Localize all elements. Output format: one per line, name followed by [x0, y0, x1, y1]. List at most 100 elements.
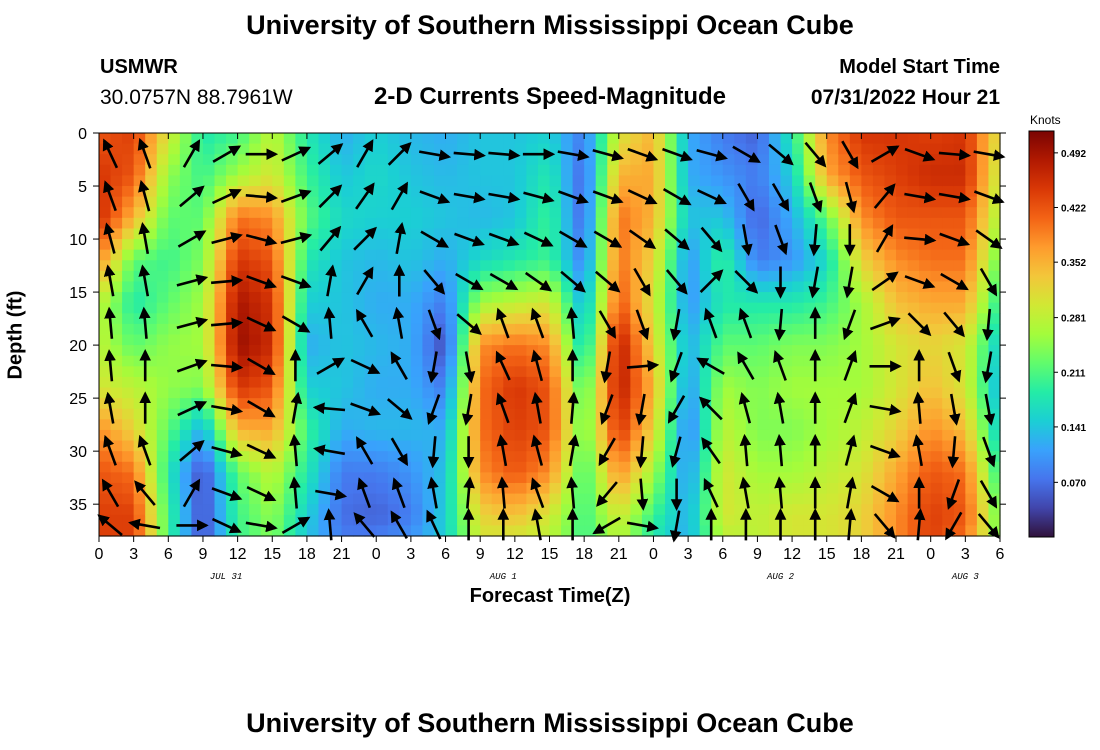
heat-cell	[110, 482, 123, 495]
heat-cell	[318, 472, 331, 484]
heat-cell	[699, 164, 712, 177]
current-vector	[669, 436, 682, 468]
heat-cell	[122, 217, 135, 230]
heat-cell	[792, 429, 805, 442]
heat-cell	[584, 482, 597, 495]
heat-cell	[537, 175, 551, 187]
heat-cell	[537, 493, 551, 505]
heat-cell	[272, 186, 285, 198]
heat-cell	[364, 345, 377, 357]
heat-cell	[618, 345, 631, 357]
heat-cell	[480, 292, 493, 304]
heat-cell	[514, 493, 527, 505]
heat-cell	[676, 186, 689, 198]
heat-cell	[838, 345, 851, 357]
heat-cell	[930, 440, 943, 452]
heat-cell	[757, 398, 770, 410]
heat-cell	[295, 196, 308, 208]
heat-cell	[410, 228, 424, 240]
heat-cell	[584, 355, 597, 367]
heat-cell	[618, 228, 631, 240]
heat-cell	[110, 493, 123, 505]
heat-cell	[306, 154, 320, 166]
heat-cell	[99, 292, 112, 304]
heat-cell	[872, 228, 886, 240]
current-vector	[427, 351, 439, 384]
heat-cell	[156, 482, 169, 495]
heat-cell	[976, 302, 990, 314]
heat-cell	[376, 398, 389, 410]
heat-cell	[653, 249, 666, 261]
heat-cell	[237, 419, 250, 431]
heat-cell	[792, 313, 805, 325]
heat-cell	[364, 355, 377, 367]
heat-cell	[226, 260, 239, 272]
heat-cell	[630, 429, 643, 442]
heat-cell	[815, 366, 828, 378]
heat-cell	[341, 186, 354, 198]
heat-cell	[283, 186, 296, 198]
heat-cell	[745, 493, 759, 505]
heat-cell	[838, 419, 851, 431]
heat-cell	[283, 493, 296, 505]
heat-cell	[942, 281, 955, 293]
heat-cell	[630, 207, 643, 219]
heat-cell	[480, 461, 493, 473]
heat-cell	[584, 323, 597, 336]
heat-cell	[537, 323, 551, 336]
heat-cell	[630, 504, 643, 516]
heat-cell	[179, 504, 193, 516]
heat-cell	[514, 292, 527, 304]
heat-cell	[722, 451, 735, 463]
heat-cell	[826, 196, 839, 208]
heat-cell	[110, 504, 123, 516]
heat-cell	[330, 429, 343, 442]
heat-cell	[584, 302, 597, 314]
heat-cell	[272, 504, 285, 516]
current-vector	[808, 182, 823, 213]
heat-cell	[896, 133, 909, 145]
heat-cell	[468, 419, 481, 431]
heat-cell	[607, 525, 620, 537]
heat-cell	[156, 281, 169, 293]
heat-cell	[295, 493, 308, 505]
heat-cell	[468, 429, 481, 442]
heat-cell	[861, 514, 874, 526]
heat-cell	[226, 154, 239, 166]
heat-cell	[191, 207, 204, 219]
current-vector	[873, 183, 896, 209]
heat-cell	[202, 207, 216, 219]
heat-cell	[965, 249, 978, 261]
heat-cell	[410, 376, 424, 389]
heat-cell	[745, 133, 759, 145]
heat-cell	[156, 461, 169, 473]
heat-cell	[942, 217, 955, 230]
heat-cell	[133, 175, 146, 187]
heat-cell	[976, 472, 990, 484]
heat-cell	[237, 313, 250, 325]
heat-cell	[792, 504, 805, 516]
heat-cell	[630, 249, 643, 261]
heat-cell	[387, 525, 400, 537]
heat-cell	[491, 419, 504, 431]
heat-cell	[665, 313, 678, 325]
heat-cell	[699, 387, 712, 399]
heat-cell	[745, 143, 759, 155]
heat-cell	[110, 270, 123, 283]
heat-cell	[202, 302, 216, 314]
heat-cell	[688, 207, 701, 219]
heat-cell	[433, 164, 447, 177]
heat-cell	[99, 355, 112, 367]
current-vector	[463, 351, 476, 384]
heat-cell	[410, 239, 424, 251]
heat-cell	[699, 408, 712, 420]
heat-cell	[965, 313, 978, 325]
heat-cell	[364, 249, 377, 261]
current-vector	[808, 223, 821, 257]
heat-cell	[930, 482, 943, 495]
heat-cell	[318, 366, 331, 378]
heat-cell	[930, 302, 943, 314]
heat-cell	[930, 154, 943, 166]
heat-cell	[376, 249, 389, 261]
heat-cell	[907, 504, 920, 516]
